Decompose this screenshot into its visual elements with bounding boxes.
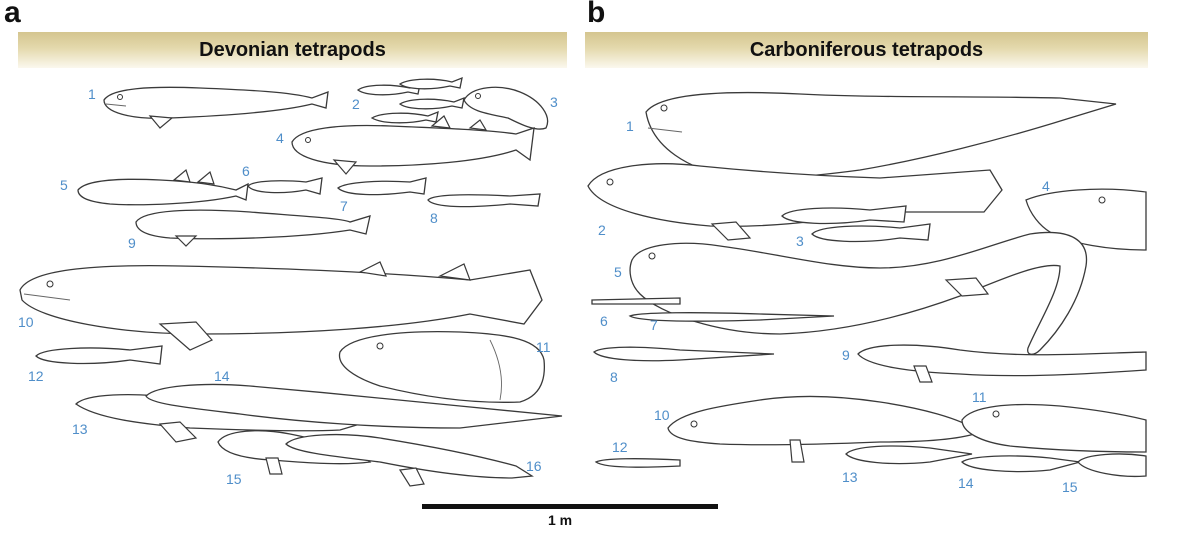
a-animal-10	[19, 261, 543, 351]
a-label-9: 9	[128, 235, 136, 251]
panel-a-letter: a	[4, 0, 21, 29]
a-animal-2	[356, 76, 465, 124]
a-animal-12	[35, 345, 163, 365]
b-label-12: 12	[612, 439, 628, 455]
scale-bar-label: 1 m	[548, 512, 573, 528]
b-label-10: 10	[654, 407, 670, 423]
b-animal-5	[629, 231, 1088, 355]
a-animal-3	[463, 86, 549, 130]
panel-b-illustrations: 1 2 3 4 5 6 7 8 9 10 11 12 13 14 15	[587, 91, 1147, 495]
a-animal-7	[337, 177, 427, 196]
a-animal-5	[77, 168, 249, 206]
a-label-5: 5	[60, 177, 68, 193]
b-animal-8	[593, 346, 775, 362]
b-animal-6	[591, 297, 681, 305]
panel-b-letter: b	[587, 0, 606, 29]
a-label-14: 14	[214, 368, 230, 384]
b-label-7: 7	[650, 317, 658, 333]
b-label-11: 11	[972, 389, 987, 405]
scale-bar	[422, 504, 718, 509]
b-label-6: 6	[600, 313, 608, 329]
a-label-15: 15	[226, 471, 242, 487]
b-animal-13	[845, 445, 973, 465]
a-animal-1	[103, 86, 329, 129]
b-label-9: 9	[842, 347, 850, 363]
a-label-16: 16	[526, 458, 542, 474]
a-label-12: 12	[28, 368, 44, 384]
panel-a-title: Devonian tetrapods	[18, 32, 567, 68]
a-animal-14	[145, 383, 563, 429]
a-label-1: 1	[88, 86, 96, 102]
b-label-8: 8	[610, 369, 618, 385]
panel-b-title: Carboniferous tetrapods	[585, 32, 1148, 68]
a-label-10: 10	[18, 314, 34, 330]
b-animal-7	[628, 312, 835, 322]
b-animal-15	[1077, 453, 1147, 478]
a-animal-9	[135, 209, 371, 247]
b-animal-2	[587, 163, 1003, 241]
a-label-11: 11	[536, 339, 551, 355]
a-animal-6	[247, 177, 323, 195]
a-label-6: 6	[242, 163, 250, 179]
a-label-13: 13	[72, 421, 88, 437]
b-animal-3	[781, 205, 931, 243]
a-label-3: 3	[550, 94, 558, 110]
a-animal-11	[338, 331, 546, 403]
a-label-8: 8	[430, 210, 438, 226]
b-label-15: 15	[1062, 479, 1078, 495]
b-label-13: 13	[842, 469, 858, 485]
b-label-5: 5	[614, 264, 622, 280]
b-label-2: 2	[598, 222, 606, 238]
a-animal-4	[291, 115, 535, 175]
a-label-7: 7	[340, 198, 348, 214]
b-label-3: 3	[796, 233, 804, 249]
a-animal-8	[427, 193, 541, 208]
panel-a-illustrations: 1 2 3 4 5 6 7 8 9 10 11 12 13 14 15 16	[18, 76, 563, 487]
b-label-1: 1	[626, 118, 634, 134]
b-animal-9	[857, 344, 1147, 383]
b-animal-14	[961, 455, 1081, 473]
b-animal-11	[961, 403, 1147, 453]
b-label-14: 14	[958, 475, 974, 491]
a-animal-16	[285, 433, 534, 487]
a-label-4: 4	[276, 130, 284, 146]
b-animal-12	[594, 458, 681, 468]
b-label-4: 4	[1042, 178, 1050, 194]
b-animal-10	[667, 395, 982, 463]
a-label-2: 2	[352, 96, 360, 112]
